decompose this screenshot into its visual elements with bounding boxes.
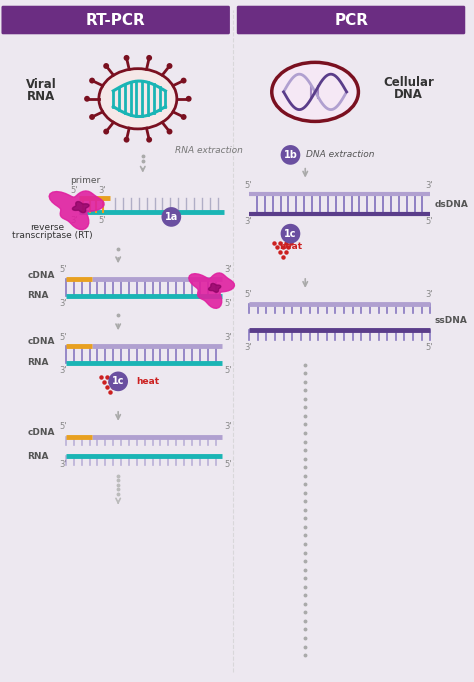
Text: heat: heat: [136, 377, 159, 386]
Polygon shape: [209, 284, 221, 293]
Text: 1a: 1a: [164, 212, 178, 222]
Text: 3': 3': [225, 422, 232, 431]
Text: RT-PCR: RT-PCR: [85, 12, 145, 27]
Text: 3': 3': [59, 299, 67, 308]
Circle shape: [146, 55, 152, 61]
Text: 1c: 1c: [112, 376, 124, 387]
Text: 5': 5': [99, 216, 106, 225]
Text: 3': 3': [244, 218, 252, 226]
Text: 5': 5': [244, 181, 252, 190]
Circle shape: [146, 136, 152, 143]
Text: RNA extraction: RNA extraction: [175, 147, 243, 155]
Text: 5': 5': [59, 422, 66, 431]
Text: cDNA: cDNA: [27, 428, 55, 437]
Text: RNA: RNA: [27, 291, 49, 300]
Circle shape: [124, 136, 129, 143]
Text: primer: primer: [71, 176, 101, 185]
Ellipse shape: [272, 62, 358, 121]
Circle shape: [124, 55, 129, 61]
Text: DNA extraction: DNA extraction: [306, 151, 375, 160]
Circle shape: [186, 96, 191, 102]
Text: 5': 5': [425, 344, 433, 353]
Text: 5': 5': [244, 291, 252, 299]
Text: cDNA: cDNA: [27, 338, 55, 346]
Text: 1c: 1c: [284, 228, 297, 239]
Circle shape: [89, 78, 95, 83]
Text: transcriptase (RT): transcriptase (RT): [12, 231, 92, 240]
Circle shape: [181, 114, 187, 120]
Ellipse shape: [99, 69, 177, 129]
Text: 5': 5': [425, 218, 433, 226]
Circle shape: [281, 145, 301, 165]
Text: RNA: RNA: [27, 90, 55, 103]
Text: 5': 5': [70, 186, 78, 195]
Circle shape: [89, 114, 95, 120]
Text: 5': 5': [59, 265, 66, 273]
Circle shape: [162, 207, 181, 227]
Text: cDNA: cDNA: [27, 271, 55, 280]
Circle shape: [109, 372, 128, 391]
Text: 5': 5': [225, 299, 232, 308]
Text: Cellular: Cellular: [383, 76, 434, 89]
Text: 3': 3': [425, 181, 433, 190]
Text: 3': 3': [99, 186, 106, 195]
Text: 3': 3': [425, 291, 433, 299]
Text: 5': 5': [225, 366, 232, 375]
Circle shape: [281, 224, 301, 243]
Text: DNA: DNA: [394, 89, 423, 102]
Text: 1b: 1b: [283, 150, 297, 160]
FancyBboxPatch shape: [1, 5, 230, 34]
Text: 3': 3': [225, 333, 232, 342]
Text: 3': 3': [59, 460, 67, 469]
Text: 5': 5': [59, 333, 66, 342]
Text: Viral: Viral: [26, 78, 57, 91]
Text: 5': 5': [225, 460, 232, 469]
Polygon shape: [49, 191, 104, 230]
Text: RNA: RNA: [27, 358, 49, 367]
Text: heat: heat: [279, 242, 302, 251]
Circle shape: [181, 78, 187, 83]
Circle shape: [166, 63, 173, 69]
Polygon shape: [73, 202, 89, 213]
Text: 3': 3': [225, 265, 232, 273]
Text: reverse: reverse: [30, 223, 64, 233]
FancyBboxPatch shape: [237, 5, 465, 34]
Text: ssDNA: ssDNA: [434, 316, 467, 325]
Text: dsDNA: dsDNA: [434, 200, 468, 209]
Polygon shape: [189, 273, 235, 308]
Text: 3': 3': [59, 366, 67, 375]
Text: RNA: RNA: [27, 451, 49, 461]
Text: PCR: PCR: [335, 12, 368, 27]
Circle shape: [103, 129, 109, 134]
Text: 3': 3': [70, 216, 78, 225]
Circle shape: [84, 96, 90, 102]
Text: 3': 3': [244, 344, 252, 353]
Circle shape: [103, 63, 109, 69]
Circle shape: [166, 129, 173, 134]
